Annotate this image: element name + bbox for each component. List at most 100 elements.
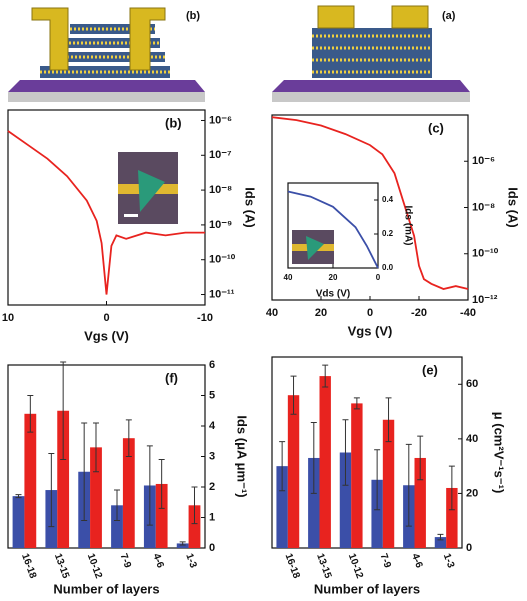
y-tick-label: 10⁻⁶ — [209, 114, 232, 126]
y-axis-title: Ids (μA μm⁻¹) — [235, 415, 250, 497]
y-tick-label: 4 — [209, 420, 216, 432]
panel-label: (a) — [442, 10, 456, 22]
electrode — [129, 7, 166, 71]
y-tick-label: 10⁻⁸ — [209, 184, 232, 196]
layer — [70, 24, 155, 34]
y-axis-title: Ids (A) — [506, 187, 521, 227]
x-tick-label: 13-15 — [52, 552, 71, 580]
electrode — [31, 7, 69, 71]
y-axis-title: Ids (mA) — [402, 206, 413, 246]
y-tick-label: 0 — [466, 542, 472, 554]
error-bar — [279, 441, 286, 492]
layer — [65, 38, 160, 48]
bar — [371, 479, 383, 548]
bar — [122, 438, 135, 548]
substrate-base — [8, 92, 205, 102]
error-bar — [405, 443, 412, 527]
panel-label: (e) — [422, 362, 438, 377]
bar — [308, 457, 320, 548]
data-line — [7, 130, 205, 295]
y-tick-label: 10⁻¹² — [472, 294, 498, 306]
panel: 10 0 -10 10⁻⁶ 10⁻⁷ 10⁻⁸ 10⁻⁹ 10⁻¹⁰ 10⁻¹¹ Vgs (V) I… — [2, 109, 258, 343]
y-tick-label: 0.4 — [382, 195, 394, 204]
x-tick-label: -20 — [411, 307, 427, 319]
x-tick-label: -40 — [460, 307, 476, 319]
micrograph — [118, 152, 178, 224]
x-tick-label: 7-9 — [118, 552, 133, 570]
error-bar — [92, 422, 99, 473]
bar — [176, 543, 189, 548]
bar — [111, 505, 123, 548]
x-axis-title: Vgs (V) — [348, 323, 393, 338]
error-bar — [310, 421, 317, 494]
bar — [339, 452, 352, 548]
x-tick-label: 10-12 — [85, 552, 104, 580]
plot-frame — [271, 356, 463, 549]
error-bar — [417, 435, 424, 481]
substrate — [8, 80, 205, 92]
x-tick-label: 10 — [2, 312, 14, 324]
x-tick-label: 1-3 — [183, 552, 198, 570]
bar — [414, 457, 426, 548]
bar — [155, 483, 168, 548]
x-tick-label: 0 — [367, 307, 373, 319]
x-tick-label: 40 — [266, 307, 278, 319]
x-tick-label: 10-12 — [346, 552, 365, 580]
x-axis-title: Vds (V) — [316, 289, 350, 300]
electrode — [317, 5, 355, 29]
error-bar — [448, 465, 455, 511]
panel-label: (f) — [165, 370, 178, 385]
x-tick-label: 40 — [284, 273, 293, 282]
data-line — [271, 116, 469, 290]
error-bar — [125, 419, 132, 457]
panel: 40 20 0 -20 -40 10⁻⁶ 10⁻⁸ 10⁻¹⁰ 10⁻¹² Vgs (V) Ids … — [266, 114, 521, 338]
x-tick-label: 0 — [376, 273, 381, 282]
x-tick-label: 1-3 — [441, 552, 456, 570]
y-tick-label: 40 — [466, 433, 478, 445]
x-tick-label: 13-15 — [314, 552, 333, 580]
y-tick-label: 1 — [209, 511, 215, 523]
y-tick-label: 2 — [209, 481, 215, 493]
panel-label: (b) — [186, 10, 200, 22]
y-tick-label: 0.0 — [382, 263, 394, 272]
error-bar — [322, 364, 329, 388]
x-axis-title: Vgs (V) — [84, 328, 129, 343]
bar — [382, 419, 395, 548]
error-bar — [353, 397, 360, 410]
substrate-base — [272, 92, 470, 102]
y-tick-label: 10⁻¹⁰ — [472, 248, 499, 260]
x-tick-label: 16-18 — [19, 552, 38, 580]
y-tick-label: 10⁻⁶ — [472, 155, 495, 167]
x-tick-label: 4-6 — [409, 552, 424, 570]
data-line — [287, 190, 379, 269]
error-bar — [146, 445, 153, 526]
panel-label: (b) — [165, 115, 182, 130]
y-tick-label: 0 — [209, 542, 215, 554]
plot-frame — [271, 114, 469, 301]
error-bar — [81, 422, 88, 522]
error-bar — [290, 375, 297, 415]
y-tick-label: 0.2 — [382, 229, 394, 238]
error-bar — [385, 397, 392, 443]
x-axis-title: Number of layers — [53, 581, 159, 596]
y-tick-label: 20 — [466, 487, 478, 499]
layer — [55, 52, 165, 62]
bar — [90, 447, 102, 548]
error-bar — [191, 486, 198, 525]
x-tick-label: 7-9 — [378, 552, 393, 570]
bar — [351, 403, 363, 548]
y-tick-label: 10⁻¹¹ — [209, 288, 235, 300]
error-bar — [114, 489, 121, 522]
error-bar — [437, 533, 444, 541]
y-tick-label: 60 — [466, 378, 478, 390]
y-tick-label: 10⁻⁷ — [209, 149, 232, 161]
bar — [287, 395, 300, 548]
error-bar — [15, 494, 22, 499]
y-tick-label: 10⁻⁸ — [472, 201, 495, 213]
bar — [12, 496, 25, 548]
bar — [276, 466, 288, 548]
x-tick-label: 4-6 — [150, 552, 165, 570]
schematic-b: (b) — [8, 7, 205, 102]
plot-frame — [7, 364, 206, 549]
